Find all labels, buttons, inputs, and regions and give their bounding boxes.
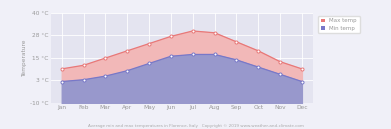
Text: Average min and max temperatures in Florence, Italy   Copyright © 2019 www.weath: Average min and max temperatures in Flor… — [88, 124, 303, 128]
Legend: Max temp, Min temp: Max temp, Min temp — [318, 16, 360, 33]
Y-axis label: Temperature: Temperature — [22, 39, 27, 77]
